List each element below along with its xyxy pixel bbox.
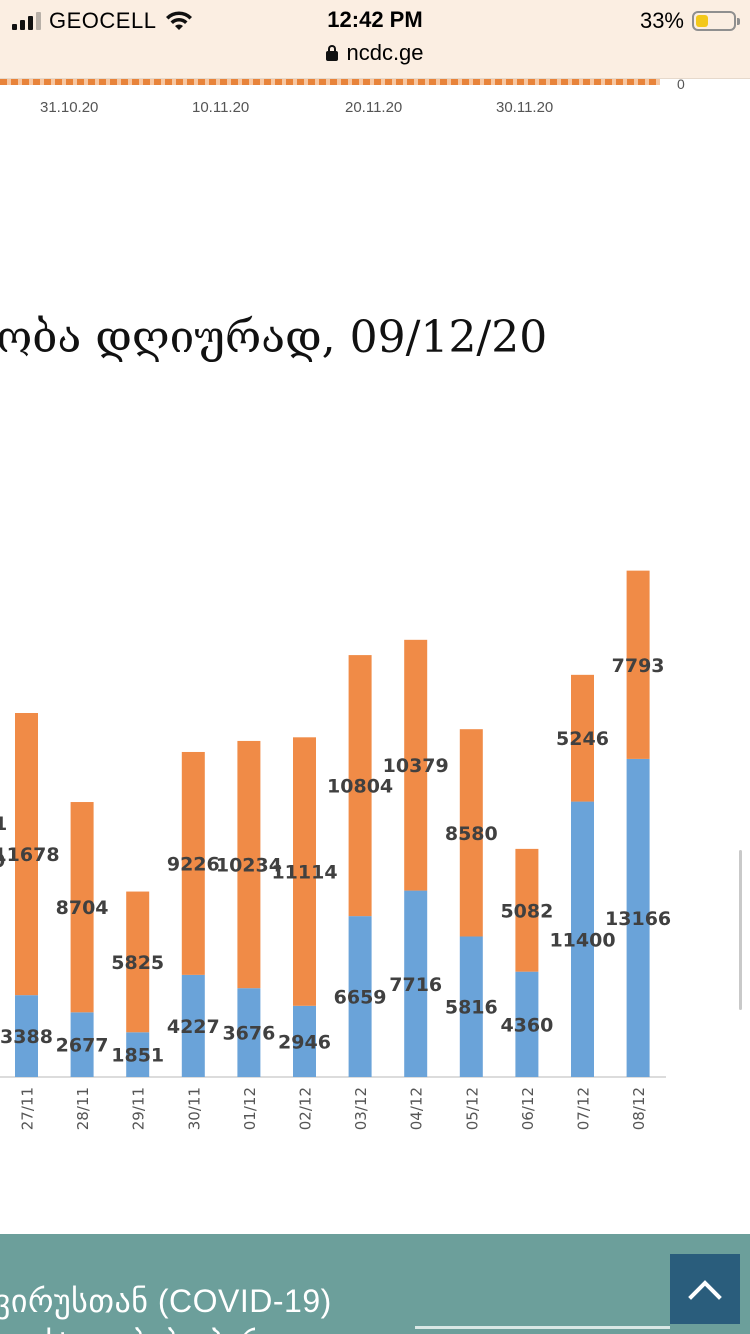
status-right: 33% (639, 8, 740, 34)
signal-strength-icon (12, 12, 41, 30)
bar-segment-orange (181, 751, 205, 975)
top-chart-x-label: 31.10.20 (40, 99, 99, 116)
bar-segment-blue (459, 936, 483, 1077)
scroll-indicator (739, 850, 742, 1010)
x-tick-label: 04/12 (408, 1087, 426, 1130)
bar-segment-orange (293, 737, 316, 1006)
bar-segment-orange (15, 713, 38, 996)
stacked-bar-chart: 3388 11678 27/11 2677 8704 28/11 1851 5825 29/11… (0, 570, 671, 1130)
data-label-orange: 5246 (556, 728, 609, 750)
chart-title: ობა დღიურად, 09/12/20 (0, 312, 548, 363)
data-label-blue: 13166 (605, 908, 671, 930)
top-chart-zero-label: 0 (677, 76, 685, 92)
bar-segment-orange (70, 802, 94, 1013)
data-label-orange: 8580 (445, 823, 498, 845)
wifi-icon (166, 11, 193, 30)
bar-segment-blue (70, 1012, 94, 1077)
x-tick-label: 06/12 (519, 1087, 537, 1130)
data-label-blue: 4227 (167, 1016, 220, 1038)
x-tick-label: 03/12 (352, 1087, 370, 1130)
data-label-blue: 2946 (278, 1031, 331, 1053)
data-label-orange: 10234 (216, 855, 282, 877)
bar-segment-blue (404, 890, 428, 1077)
data-label-orange: 10379 (383, 755, 449, 777)
data-label-blue: 11400 (549, 929, 615, 951)
status-left: GEOCELL (12, 8, 194, 34)
footer-heading: ვირუსთან (COVID-19) (0, 1283, 332, 1319)
top-chart-x-label: 30.11.20 (496, 99, 554, 116)
bar-segment-orange (348, 655, 372, 917)
bar-segment-blue (237, 988, 261, 1077)
data-label-orange: 7793 (612, 655, 665, 677)
x-tick-label: 27/11 (19, 1087, 37, 1130)
x-tick-label: 07/12 (575, 1087, 593, 1130)
top-chart-x-label: 20.11.20 (345, 99, 403, 116)
bar-segment-blue (293, 1005, 316, 1077)
x-tick-label: 28/11 (74, 1087, 92, 1130)
bar-segment-orange (404, 639, 428, 891)
data-label-orange: 10804 (327, 776, 393, 798)
bar-segment-blue (181, 974, 205, 1077)
battery-percent: 33% (639, 8, 684, 33)
bar-segment-blue (15, 995, 38, 1077)
bar-segment-orange (237, 740, 261, 989)
bar-segment-blue (515, 971, 539, 1077)
x-tick-label: 02/12 (297, 1087, 315, 1130)
data-label-partial: 0 (0, 850, 5, 872)
x-tick-label: 29/11 (130, 1087, 148, 1130)
chevron-up-icon (688, 1280, 722, 1300)
data-label-blue: 1851 (111, 1045, 164, 1067)
bar-segment-blue (626, 758, 650, 1077)
bar-segment-orange (515, 848, 539, 972)
data-label-blue: 4360 (500, 1014, 553, 1036)
data-label-blue: 3676 (222, 1023, 275, 1045)
data-label-partial: 1 (0, 813, 7, 835)
data-label-orange: 8704 (56, 897, 109, 919)
footer-banner: ვირუსთან (COVID-19) ი აქტივობები პირველი (0, 1234, 750, 1334)
lock-icon (326, 45, 339, 61)
clock: 12:42 PM (327, 7, 423, 32)
data-label-orange: 5082 (500, 900, 553, 922)
bar-segment-orange (571, 674, 594, 802)
x-tick-label: 01/12 (241, 1087, 259, 1130)
data-label-orange: 5825 (111, 952, 164, 974)
data-label-blue: 2677 (56, 1035, 109, 1057)
x-tick-label: 30/11 (185, 1087, 203, 1130)
carrier-name: GEOCELL (49, 8, 157, 33)
footer-divider (415, 1326, 670, 1329)
bar-segment-blue (126, 1032, 150, 1077)
data-label-orange: 9226 (167, 853, 220, 875)
data-label-blue: 6659 (334, 987, 387, 1009)
x-tick-label: 05/12 (463, 1087, 481, 1130)
footer-subheading: ი აქტივობები პირველი (0, 1324, 348, 1334)
top-chart-x-label: 10.11.20 (192, 99, 250, 116)
data-label-blue: 5816 (445, 997, 498, 1019)
bar-segment-blue (571, 801, 594, 1077)
bar-segment-orange (626, 570, 650, 759)
data-label-orange: 11114 (271, 862, 337, 884)
back-to-top-button[interactable] (670, 1254, 740, 1324)
battery-level (696, 15, 708, 27)
data-label-blue: 3388 (0, 1026, 53, 1048)
x-tick-label: 08/12 (630, 1087, 648, 1130)
data-label-orange: 11678 (0, 844, 60, 866)
address-bar[interactable]: ncdc.ge (0, 40, 750, 66)
status-bar: GEOCELL 12:42 PM 33% ncdc.ge (0, 0, 750, 79)
battery-icon (692, 11, 740, 31)
bar-segment-blue (348, 916, 372, 1077)
bar-segment-orange (126, 891, 150, 1033)
data-label-blue: 7716 (389, 974, 442, 996)
top-chart-series-strip (0, 79, 660, 85)
url-domain: ncdc.ge (346, 40, 424, 65)
bar-segment-orange (459, 729, 483, 937)
